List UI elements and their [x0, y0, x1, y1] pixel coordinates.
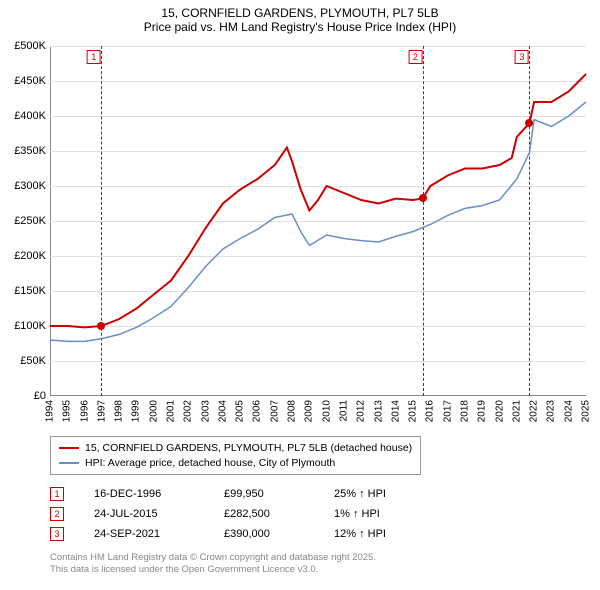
- xtick-label: 2018: [459, 400, 470, 422]
- xtick-label: 2012: [356, 400, 367, 422]
- xtick-label: 2011: [338, 400, 349, 422]
- xtick-label: 2015: [408, 400, 419, 422]
- ytick-label: £150K: [14, 285, 46, 297]
- xtick-label: 2004: [217, 400, 228, 422]
- ytick-label: £350K: [14, 145, 46, 157]
- xtick-label: 2001: [166, 400, 177, 422]
- xtick-label: 2009: [304, 400, 315, 422]
- event-row: 3 24-SEP-2021 £390,000 12% ↑ HPI: [50, 524, 434, 544]
- series-hpi: [50, 102, 586, 341]
- legend-item-price-paid: 15, CORNFIELD GARDENS, PLYMOUTH, PL7 5LB…: [59, 441, 412, 456]
- ytick-label: £400K: [14, 110, 46, 122]
- event-delta: 25% ↑ HPI: [334, 488, 434, 500]
- event-box: 3: [515, 50, 529, 64]
- ytick-label: £450K: [14, 75, 46, 87]
- chart-title: 15, CORNFIELD GARDENS, PLYMOUTH, PL7 5LB…: [0, 0, 600, 34]
- event-row: 1 16-DEC-1996 £99,950 25% ↑ HPI: [50, 484, 434, 504]
- event-delta: 1% ↑ HPI: [334, 508, 434, 520]
- xtick-label: 2021: [511, 400, 522, 422]
- event-price: £282,500: [224, 508, 334, 520]
- event-date: 24-SEP-2021: [94, 528, 224, 540]
- plot-area: £0£50K£100K£150K£200K£250K£300K£350K£400…: [50, 46, 586, 396]
- legend: 15, CORNFIELD GARDENS, PLYMOUTH, PL7 5LB…: [50, 436, 421, 475]
- legend-label-hpi: HPI: Average price, detached house, City…: [85, 456, 335, 471]
- event-marker: [419, 194, 427, 202]
- attribution-line-2: This data is licensed under the Open Gov…: [50, 564, 376, 576]
- event-row: 2 24-JUL-2015 £282,500 1% ↑ HPI: [50, 504, 434, 524]
- ytick-label: £250K: [14, 215, 46, 227]
- event-marker-1: 1: [50, 487, 64, 501]
- xtick-label: 1997: [96, 400, 107, 422]
- event-date: 16-DEC-1996: [94, 488, 224, 500]
- xtick-label: 2003: [200, 400, 211, 422]
- xtick-label: 1996: [79, 400, 90, 422]
- ytick-label: £300K: [14, 180, 46, 192]
- legend-label-price-paid: 15, CORNFIELD GARDENS, PLYMOUTH, PL7 5LB…: [85, 441, 412, 456]
- event-marker: [525, 119, 533, 127]
- xtick-label: 2014: [390, 400, 401, 422]
- xtick-label: 2005: [235, 400, 246, 422]
- ytick-label: £500K: [14, 40, 46, 52]
- xtick-label: 2019: [477, 400, 488, 422]
- xtick-label: 2023: [546, 400, 557, 422]
- attribution-line-1: Contains HM Land Registry data © Crown c…: [50, 552, 376, 564]
- xtick-label: 2010: [321, 400, 332, 422]
- event-box: 1: [87, 50, 101, 64]
- attribution: Contains HM Land Registry data © Crown c…: [50, 552, 376, 577]
- series-price_paid: [50, 74, 586, 327]
- ytick-label: £100K: [14, 320, 46, 332]
- title-line-2: Price paid vs. HM Land Registry's House …: [0, 20, 600, 34]
- ytick-label: £50K: [20, 355, 46, 367]
- xtick-label: 2016: [425, 400, 436, 422]
- xtick-label: 2013: [373, 400, 384, 422]
- xtick-label: 2008: [287, 400, 298, 422]
- xtick-label: 2002: [183, 400, 194, 422]
- xtick-label: 2022: [529, 400, 540, 422]
- xtick-label: 2000: [148, 400, 159, 422]
- event-delta: 12% ↑ HPI: [334, 528, 434, 540]
- event-marker-3: 3: [50, 527, 64, 541]
- xtick-label: 2020: [494, 400, 505, 422]
- xtick-label: 2006: [252, 400, 263, 422]
- event-price: £390,000: [224, 528, 334, 540]
- xtick-label: 2017: [442, 400, 453, 422]
- event-marker-2: 2: [50, 507, 64, 521]
- chart-container: 15, CORNFIELD GARDENS, PLYMOUTH, PL7 5LB…: [0, 0, 600, 590]
- event-box: 2: [408, 50, 422, 64]
- title-line-1: 15, CORNFIELD GARDENS, PLYMOUTH, PL7 5LB: [0, 6, 600, 20]
- xtick-label: 1994: [45, 400, 56, 422]
- event-marker: [97, 322, 105, 330]
- legend-item-hpi: HPI: Average price, detached house, City…: [59, 456, 412, 471]
- xtick-label: 1999: [131, 400, 142, 422]
- ytick-label: £200K: [14, 250, 46, 262]
- events-table: 1 16-DEC-1996 £99,950 25% ↑ HPI 2 24-JUL…: [50, 484, 434, 544]
- xtick-label: 2025: [581, 400, 592, 422]
- series-lines: [50, 46, 586, 396]
- legend-swatch-hpi: [59, 462, 79, 464]
- xtick-label: 2024: [563, 400, 574, 422]
- event-price: £99,950: [224, 488, 334, 500]
- xtick-label: 1995: [62, 400, 73, 422]
- xtick-label: 1998: [114, 400, 125, 422]
- xtick-label: 2007: [269, 400, 280, 422]
- legend-swatch-price-paid: [59, 447, 79, 449]
- event-date: 24-JUL-2015: [94, 508, 224, 520]
